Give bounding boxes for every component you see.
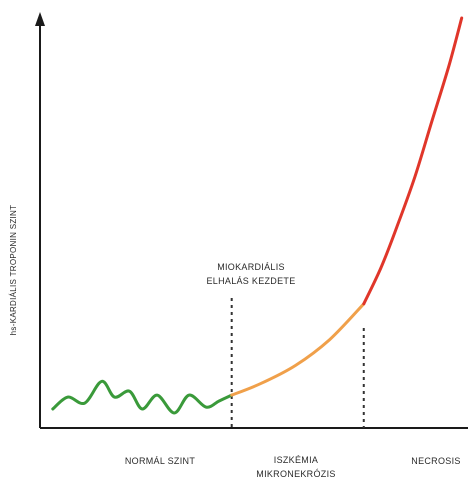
region-label-normal: NORMÁL SZINT [125,456,195,466]
series-group [51,16,464,415]
region-label-necrosis: NECROSIS [411,456,460,466]
series-line-normal [51,379,234,415]
region-label-ischemia-1: ISZKÉMIA [274,455,318,465]
y-axis-label: hs-KARDIÁLIS TROPONIN SZINT [9,205,18,336]
annotation-line-2: ELHALÁS KEZDETE [206,276,295,286]
region-label-ischemia-2: MIKRONEKRÓZIS [256,469,335,479]
marker-group [230,298,365,428]
y-axis-arrow [35,12,45,26]
annotation-line-1: MIOKARDIÁLIS [217,262,285,272]
series-line-necrosis [362,16,464,306]
series-line-ischemia [230,302,366,397]
